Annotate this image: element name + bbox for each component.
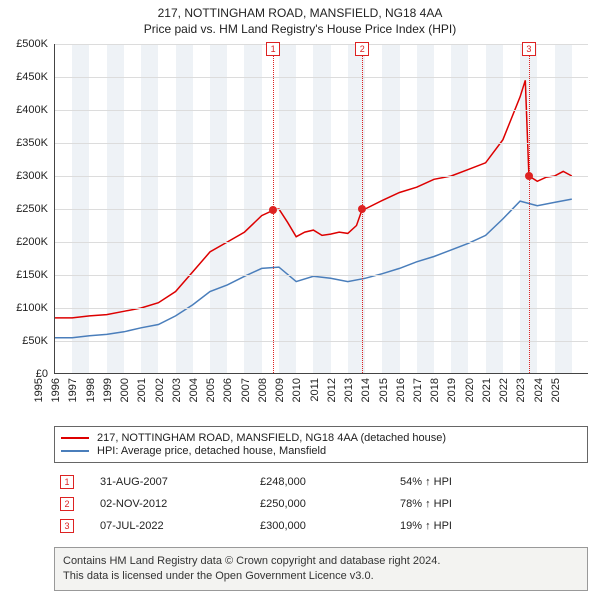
marker-guideline xyxy=(529,44,530,373)
event-price: £300,000 xyxy=(254,515,394,537)
marker-dot xyxy=(358,205,366,213)
marker-index-box: 2 xyxy=(355,42,369,56)
chart-title: 217, NOTTINGHAM ROAD, MANSFIELD, NG18 4A… xyxy=(8,6,592,20)
series-line xyxy=(55,199,572,338)
marker-dot xyxy=(525,172,533,180)
gridline-h xyxy=(55,77,588,78)
event-delta: 54% ↑ HPI xyxy=(394,471,588,493)
event-delta: 78% ↑ HPI xyxy=(394,493,588,515)
marker-index-box: 3 xyxy=(522,42,536,56)
event-index: 2 xyxy=(60,497,74,511)
event-index: 1 xyxy=(60,475,74,489)
legend-swatch xyxy=(61,450,89,452)
gridline-h xyxy=(55,275,588,276)
y-axis-label: £450K xyxy=(8,71,48,83)
chart-area: 123 £0£50K£100K£150K£200K£250K£300K£350K… xyxy=(8,40,592,420)
gridline-h xyxy=(55,308,588,309)
events-table: 1 31-AUG-2007£248,00054% ↑ HPI 2 02-NOV-201… xyxy=(54,471,588,537)
event-date: 07-JUL-2022 xyxy=(94,515,254,537)
event-row: 1 31-AUG-2007£248,00054% ↑ HPI xyxy=(54,471,588,493)
gridline-h xyxy=(55,341,588,342)
footer-line: This data is licensed under the Open Gov… xyxy=(63,569,579,584)
chart-container: 217, NOTTINGHAM ROAD, MANSFIELD, NG18 4A… xyxy=(0,0,600,599)
y-axis-label: £50K xyxy=(8,335,48,347)
event-index: 3 xyxy=(60,519,74,533)
y-axis-label: £500K xyxy=(8,38,48,50)
event-date: 31-AUG-2007 xyxy=(94,471,254,493)
y-axis-label: £350K xyxy=(8,137,48,149)
marker-dot xyxy=(269,206,277,214)
legend-label: HPI: Average price, detached house, Mans… xyxy=(97,445,326,457)
gridline-h xyxy=(55,242,588,243)
legend-row: 217, NOTTINGHAM ROAD, MANSFIELD, NG18 4A… xyxy=(61,432,581,444)
legend-label: 217, NOTTINGHAM ROAD, MANSFIELD, NG18 4A… xyxy=(97,432,446,444)
y-axis-label: £200K xyxy=(8,236,48,248)
gridline-h xyxy=(55,209,588,210)
marker-index-box: 1 xyxy=(266,42,280,56)
event-price: £250,000 xyxy=(254,493,394,515)
series-line xyxy=(55,80,572,318)
event-delta: 19% ↑ HPI xyxy=(394,515,588,537)
gridline-h xyxy=(55,143,588,144)
legend: 217, NOTTINGHAM ROAD, MANSFIELD, NG18 4A… xyxy=(54,426,588,463)
legend-row: HPI: Average price, detached house, Mans… xyxy=(61,445,581,457)
y-axis-label: £300K xyxy=(8,170,48,182)
y-axis-label: £100K xyxy=(8,302,48,314)
gridline-h xyxy=(55,110,588,111)
gridline-h xyxy=(55,44,588,45)
event-price: £248,000 xyxy=(254,471,394,493)
legend-swatch xyxy=(61,437,89,439)
event-row: 2 02-NOV-2012£250,00078% ↑ HPI xyxy=(54,493,588,515)
y-axis-label: £250K xyxy=(8,203,48,215)
event-row: 3 07-JUL-2022£300,00019% ↑ HPI xyxy=(54,515,588,537)
footer-line: Contains HM Land Registry data © Crown c… xyxy=(63,554,579,569)
plot-region: 1 2 3 xyxy=(54,44,588,374)
chart-subtitle: Price paid vs. HM Land Registry's House … xyxy=(8,22,592,36)
y-axis-label: £150K xyxy=(8,269,48,281)
gridline-h xyxy=(55,176,588,177)
event-date: 02-NOV-2012 xyxy=(94,493,254,515)
x-axis-label: 2025 xyxy=(550,378,592,402)
footer-attribution: Contains HM Land Registry data © Crown c… xyxy=(54,547,588,591)
y-axis-label: £400K xyxy=(8,104,48,116)
